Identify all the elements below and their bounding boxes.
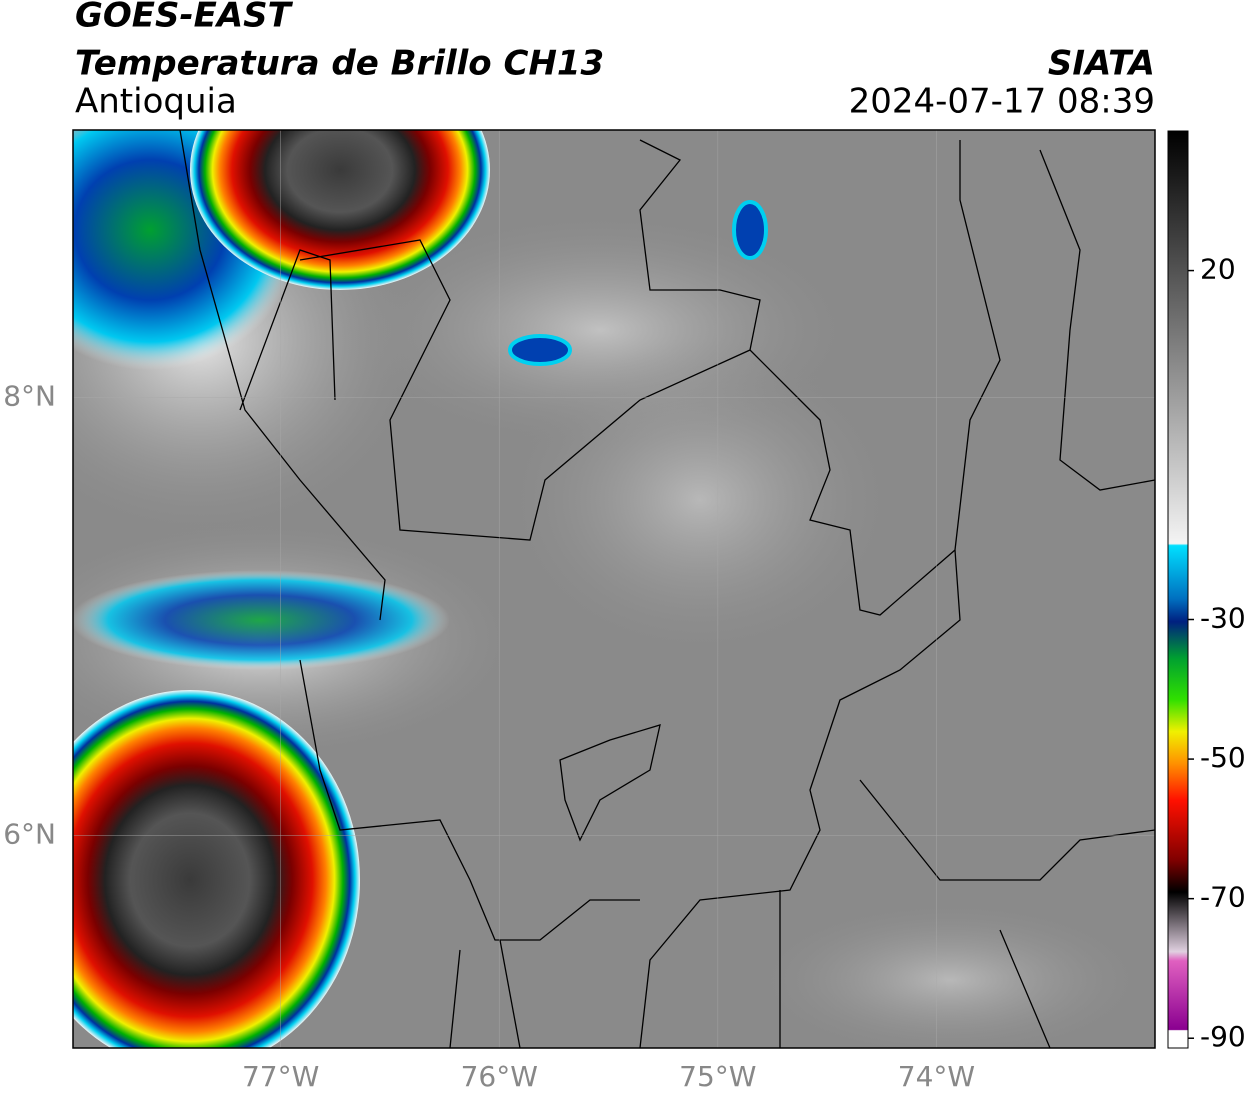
colorbar [1167, 130, 1189, 1049]
lon-tick-label: 76°W [461, 1060, 538, 1093]
title: Temperatura de Brillo CH13 [75, 44, 604, 84]
colorbar-tick-label: -70 [1200, 881, 1246, 914]
graticule [73, 130, 1155, 1048]
colorbar-tick-label: 20 [1200, 253, 1236, 286]
datetime: 2024-07-17 08:39 [849, 82, 1155, 122]
product-title: GOES-EAST [75, 0, 294, 36]
colorbar-tick-label: -90 [1200, 1020, 1246, 1053]
source: SIATA [1048, 44, 1155, 84]
lat-tick-label: 6°N [3, 817, 56, 850]
lon-tick-label: 77°W [242, 1060, 319, 1093]
lon-tick-label: 75°W [679, 1060, 756, 1093]
map-frame [72, 129, 1156, 1049]
lon-tick-label: 74°W [898, 1060, 975, 1093]
region: Antioquia [75, 82, 237, 122]
colorbar-tick-label: -50 [1200, 741, 1246, 774]
satellite-image [73, 130, 1155, 1048]
colorbar-tick-label: -30 [1200, 602, 1246, 635]
lat-tick-label: 8°N [3, 379, 56, 412]
